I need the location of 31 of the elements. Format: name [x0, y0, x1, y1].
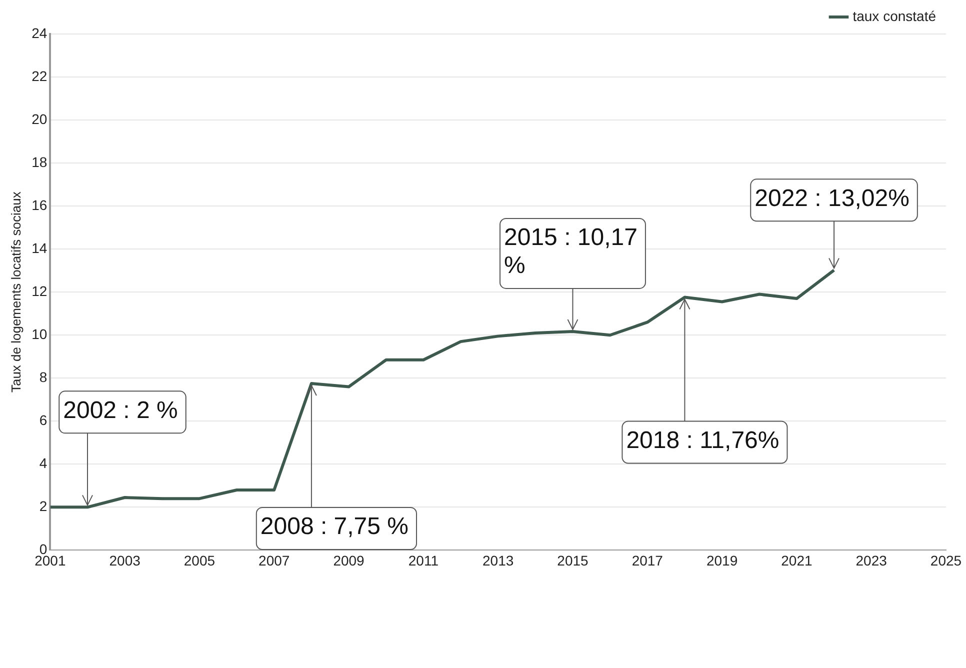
y-axis-title: Taux de logements locatifs sociaux — [8, 191, 24, 393]
x-tick-label: 2023 — [856, 552, 888, 568]
y-tick-label: 4 — [39, 455, 48, 472]
y-tick-label: 12 — [32, 282, 48, 299]
annotation: 2002 : 2 % — [63, 396, 178, 424]
x-tick-label: 2009 — [333, 552, 365, 568]
y-tick-label: 16 — [32, 196, 48, 213]
y-tick-label: 18 — [32, 154, 48, 170]
y-tick-label: 14 — [32, 240, 48, 256]
y-tick-label: 24 — [32, 24, 48, 41]
y-tick-label: 22 — [32, 68, 48, 84]
legend-label: taux constaté — [852, 8, 936, 24]
x-tick-label: 2003 — [109, 552, 141, 568]
x-tick-label: 2007 — [258, 552, 290, 568]
annotation: 2018 : 11,76% — [626, 426, 780, 454]
y-tick-label: 10 — [32, 326, 48, 342]
y-tick-label: 20 — [32, 110, 48, 127]
annotation: 2008 : 7,75 % — [260, 513, 409, 540]
y-tick-label: 8 — [39, 368, 48, 385]
annotation: 2015 : 10,17 % — [504, 224, 638, 280]
annotation: 2022 : 13,02% — [754, 184, 910, 212]
x-tick-label: 2021 — [781, 552, 812, 568]
y-tick-label: 2 — [39, 498, 48, 514]
x-tick-label: 2005 — [184, 552, 216, 568]
x-tick-label: 2011 — [408, 552, 439, 568]
x-tick-label: 2019 — [706, 552, 738, 568]
x-tick-label: 2017 — [632, 552, 664, 568]
x-tick-label: 2025 — [930, 552, 962, 568]
y-tick-label: 6 — [39, 412, 48, 428]
x-tick-label: 2015 — [557, 552, 589, 568]
x-tick-label: 2013 — [482, 552, 514, 568]
